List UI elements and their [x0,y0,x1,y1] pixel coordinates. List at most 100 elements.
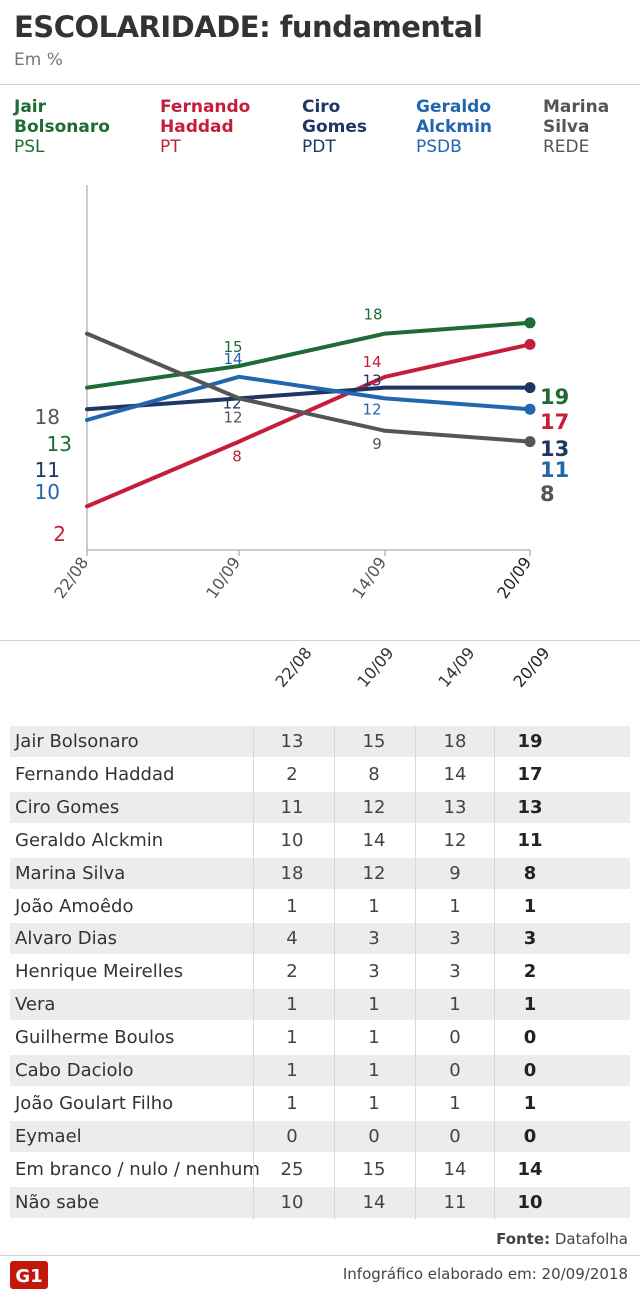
legend-name: Geraldo [416,97,492,117]
table-cell: 1 [449,994,461,1016]
data-label: 9 [372,435,382,453]
svg-text:G1: G1 [15,1266,42,1287]
page-subtitle: Em % [14,50,63,70]
table-cell: 14 [362,1191,386,1213]
table-cell: 8 [368,763,380,785]
table-cell: 0 [523,1027,537,1049]
table-cell: 1 [449,1092,461,1114]
legend-name: Gomes [302,117,367,137]
table-cell: 13 [517,796,543,818]
legend-party: PSL [14,137,45,157]
table-cell: 15 [362,1158,386,1180]
candidate-name: João Amoêdo [15,895,134,917]
data-label: 19 [540,385,569,409]
legend-name: Haddad [160,117,234,137]
table-cell: 1 [368,895,380,917]
legend-party: PT [160,137,181,157]
table-cell: 13 [443,796,467,818]
table-row: João Goulart Filho 1 1 1 1 [10,1088,630,1119]
data-label: 14 [362,353,381,371]
series-line [85,385,532,412]
table-row: Marina Silva 18 12 9 8 [10,857,630,889]
data-label: 11 [35,458,60,482]
table-cell: 18 [443,731,467,752]
data-label: 12 [362,400,381,418]
series-end-point [524,338,536,350]
g1-logo: G1 [10,1261,48,1289]
candidate-name: Alvaro Dias [15,928,118,950]
legend-item-marina: Marina Silva REDE [543,97,609,157]
series-end-point [524,382,536,394]
x-tick-label: 10/09 [202,553,244,602]
table-cell: 1 [449,895,461,917]
table-cell: 0 [523,1125,537,1147]
table-row: Alvaro Dias 4 3 3 3 [10,923,630,955]
data-label: 8 [540,482,555,506]
candidate-name: Ciro Gomes [15,796,120,818]
candidate-name: Em branco / nulo / nenhum [15,1158,260,1180]
source-label: Fonte: [496,1230,551,1248]
table-cell: 0 [286,1125,298,1147]
table-cell: 13 [280,731,304,752]
table-cell: 1 [368,1027,380,1049]
data-label: 13 [47,432,72,456]
series-line [85,331,532,444]
table-cell: 1 [286,1092,298,1114]
x-tick-label: 22/08 [50,553,92,602]
table-cell: 14 [362,829,386,851]
table-row: Jair Bolsonaro 13 15 18 19 [10,726,630,757]
credit-note: Infográfico elaborado em: 20/09/2018 [342,1265,628,1283]
candidate-name: Henrique Meirelles [15,961,184,983]
data-label: 18 [35,405,60,429]
data-label: 13 [362,372,381,390]
divider [0,84,640,85]
table-row: Guilherme Boulos 1 1 0 0 [10,1022,630,1053]
legend-party: PSDB [416,137,462,157]
data-label: 8 [232,448,242,466]
data-label: 10 [35,480,60,504]
divider [0,640,640,641]
data-label: 2 [53,522,66,546]
table-row: Em branco / nulo / nenhum 25 15 14 14 [10,1154,630,1185]
data-label: 18 [363,306,382,324]
data-label: 12 [223,408,242,426]
candidate-name: Marina Silva [15,862,126,884]
table-column-header: 14/09 [434,643,479,691]
table-cell: 10 [280,829,304,851]
legend-name: Silva [543,117,590,137]
legend-item-bolsonaro: Jair Bolsonaro PSL [14,97,110,157]
table-cell: 2 [523,961,537,983]
table-cell: 11 [443,1191,467,1213]
legend-party: PDT [302,137,336,157]
table-cell: 2 [286,763,298,785]
source-note: Fonte: Datafolha [496,1230,628,1248]
series-line [85,342,532,509]
table-cell: 17 [517,763,543,785]
data-label: 17 [540,410,569,434]
legend-name: Marina [543,97,610,117]
table-cell: 12 [362,796,386,818]
data-label: 15 [223,338,242,356]
table-cell: 25 [280,1158,304,1180]
data-label: 14 [223,350,242,368]
line-chart: 22/08 10/09 14/09 20/09 13 15 18 2 8 14 11 12 13 10 14… [35,185,569,602]
table-cell: 12 [362,862,386,884]
candidate-name: Jair Bolsonaro [15,731,139,752]
column-separator [415,726,416,1220]
table-cell: 19 [517,731,543,752]
table-cell: 1 [286,1060,298,1081]
table-cell: 3 [368,961,380,983]
candidate-name: João Goulart Filho [15,1092,174,1114]
table-cell: 15 [362,731,386,752]
data-label: 11 [540,458,569,482]
column-separator [494,726,495,1220]
candidate-name: Não sabe [15,1191,100,1213]
table-column-header: 10/09 [353,643,398,691]
table-cell: 1 [286,994,298,1016]
table-row: Cabo Daciolo 1 1 0 0 [10,1055,630,1086]
legend-name: Jair [14,97,47,117]
table-cell: 0 [449,1027,461,1049]
table-cell: 1 [523,1092,537,1114]
table-row: Fernando Haddad 2 8 14 17 [10,759,630,790]
candidate-name: Geraldo Alckmin [15,829,164,851]
